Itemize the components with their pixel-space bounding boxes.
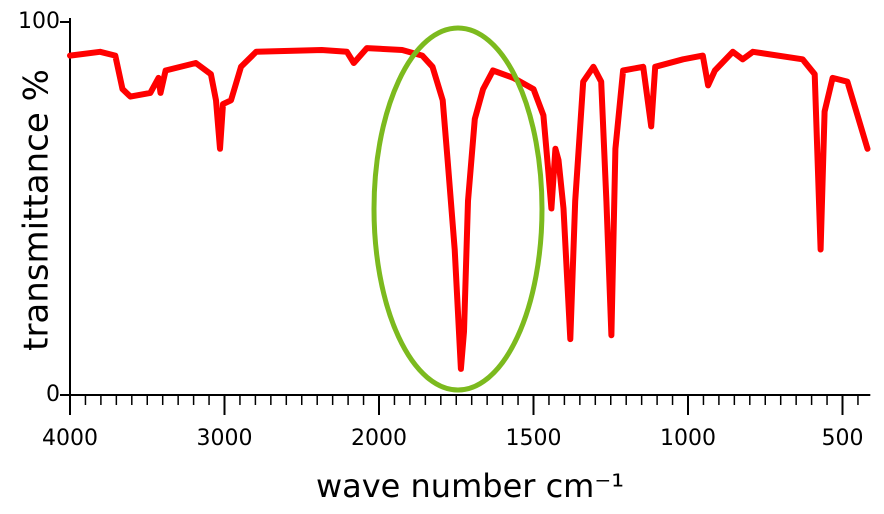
highlight-ellipse: [371, 25, 545, 393]
x-tick-label: 4000: [42, 426, 98, 451]
x-tick-label: 2000: [351, 426, 407, 451]
x-axis-label: wave number cm⁻¹: [316, 467, 624, 505]
y-axis-label: transmittance %: [17, 69, 57, 351]
y-tick-label: 100: [18, 9, 60, 34]
y-tick-label: 0: [46, 382, 60, 407]
x-tick-label: 1500: [506, 426, 562, 451]
x-tick-label: 3000: [197, 426, 253, 451]
x-tick-label: 1000: [660, 426, 716, 451]
x-tick-label: 500: [822, 426, 864, 451]
spectrum-line: [67, 45, 871, 372]
